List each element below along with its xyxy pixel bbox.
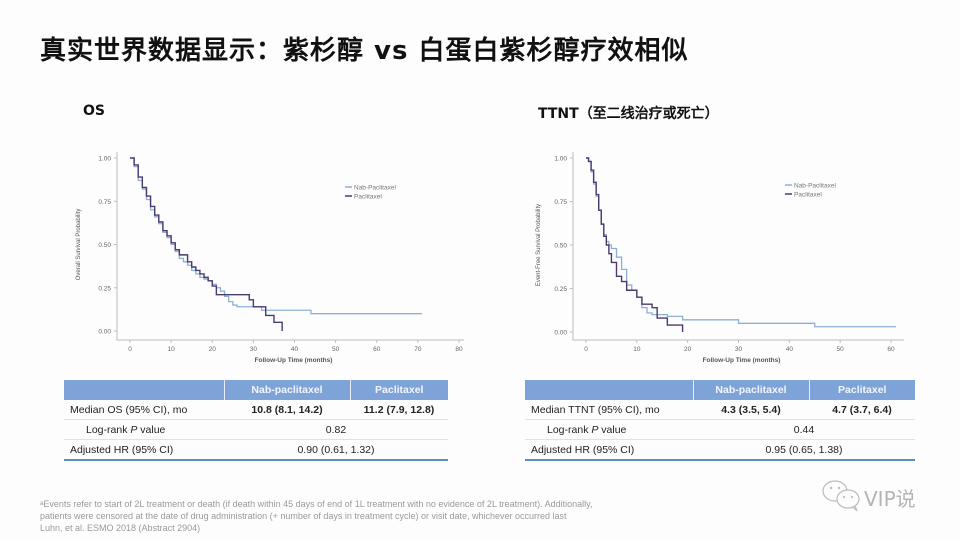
svg-text:Follow-Up Time (months): Follow-Up Time (months) [255, 357, 333, 364]
svg-text:20: 20 [684, 346, 692, 353]
table-row: Log-rank P value 0.82 [64, 419, 448, 440]
table-header-nab: Nab-paclitaxel [693, 380, 810, 400]
svg-text:0.00: 0.00 [98, 329, 111, 336]
svg-text:20: 20 [209, 346, 217, 353]
row-label: Adjusted HR (95% CI) [525, 439, 693, 461]
svg-text:50: 50 [332, 346, 340, 353]
table-header-pac: Paclitaxel [809, 380, 915, 400]
table-header-nab: Nab-paclitaxel [224, 380, 351, 400]
nab-value: 10.8 (8.1, 14.2) [224, 400, 350, 420]
svg-text:70: 70 [414, 346, 422, 353]
svg-text:0.25: 0.25 [98, 285, 111, 292]
svg-text:60: 60 [887, 346, 895, 353]
svg-text:1.00: 1.00 [98, 156, 111, 163]
watermark-text: VIP说 [864, 487, 916, 511]
os-stats-table: Nab-paclitaxel Paclitaxel Median OS (95%… [64, 380, 448, 461]
svg-text:0.50: 0.50 [554, 243, 567, 250]
ttnt-stats-table: Nab-paclitaxel Paclitaxel Median TTNT (9… [525, 380, 915, 461]
table-header-blank [64, 380, 225, 400]
row-label: Median TTNT (95% CI), mo [525, 400, 693, 420]
watermark: VIP说 [820, 478, 916, 517]
footnote-line: ᵃEvents refer to start of 2L treatment o… [40, 499, 593, 509]
pac-value: 4.7 (3.7, 6.4) [809, 400, 915, 420]
table-header-blank [525, 380, 694, 400]
svg-text:0: 0 [128, 346, 132, 353]
row-label: Adjusted HR (95% CI) [64, 439, 224, 461]
slide-title: 真实世界数据显示：紫杉醇 vs 白蛋白紫杉醇疗效相似 [40, 36, 689, 66]
table-row: Median TTNT (95% CI), mo 4.3 (3.5, 5.4) … [525, 400, 915, 420]
merged-value: 0.90 (0.61, 1.32) [224, 439, 448, 461]
merged-value: 0.44 [693, 419, 915, 440]
os-km-chart: 0.00 0.25 0.50 0.75 1.00 0 10 20 30 40 50 60 70 80 Fol… [70, 140, 470, 370]
table-header-row: Nab-paclitaxel Paclitaxel [525, 380, 915, 400]
table-row: Adjusted HR (95% CI) 0.90 (0.61, 1.32) [64, 439, 448, 461]
row-label: Log-rank P value [525, 419, 693, 440]
row-label: Median OS (95% CI), mo [64, 400, 224, 420]
svg-text:Follow-Up Time (months): Follow-Up Time (months) [703, 357, 781, 364]
svg-text:30: 30 [735, 346, 743, 353]
svg-text:10: 10 [168, 346, 176, 353]
svg-text:10: 10 [633, 346, 641, 353]
pac-value: 11.2 (7.9, 12.8) [350, 400, 448, 420]
table-row: Adjusted HR (95% CI) 0.95 (0.65, 1.38) [525, 439, 915, 461]
nab-value: 4.3 (3.5, 5.4) [693, 400, 809, 420]
svg-text:0: 0 [584, 346, 588, 353]
ttnt-km-chart: 0.00 0.25 0.50 0.75 1.00 0 10 20 30 40 50 60 Follow-… [530, 140, 910, 370]
merged-value: 0.95 (0.65, 1.38) [693, 439, 915, 461]
svg-text:0.25: 0.25 [554, 286, 567, 293]
svg-text:0.00: 0.00 [554, 330, 567, 337]
merged-value: 0.82 [224, 419, 448, 440]
svg-text:80: 80 [455, 346, 463, 353]
svg-text:60: 60 [373, 346, 381, 353]
svg-text:40: 40 [786, 346, 794, 353]
table-row: Median OS (95% CI), mo 10.8 (8.1, 14.2) … [64, 400, 448, 420]
footnote: ᵃEvents refer to start of 2L treatment o… [40, 498, 740, 534]
svg-text:50: 50 [837, 346, 845, 353]
svg-text:Nab-Paclitaxel: Nab-Paclitaxel [794, 182, 836, 189]
svg-text:0.75: 0.75 [98, 199, 111, 206]
table-header-row: Nab-paclitaxel Paclitaxel [64, 380, 448, 400]
svg-text:0.50: 0.50 [98, 242, 111, 249]
svg-text:0.75: 0.75 [554, 199, 567, 206]
panel-os-subtitle: OS [83, 103, 105, 119]
svg-text:40: 40 [291, 346, 299, 353]
svg-text:Overall Survival Probability: Overall Survival Probability [76, 209, 82, 281]
row-label: Log-rank P value [64, 419, 224, 440]
footnote-line: patients were censored at the date of dr… [40, 511, 567, 521]
svg-text:Paclitaxel: Paclitaxel [794, 191, 822, 198]
svg-text:Paclitaxel: Paclitaxel [354, 193, 382, 200]
svg-text:1.00: 1.00 [554, 156, 567, 163]
svg-text:Event-Free Survival Probabilit: Event-Free Survival Probability [536, 204, 542, 286]
wechat-icon [820, 478, 864, 517]
svg-text:Nab-Paclitaxel: Nab-Paclitaxel [354, 184, 396, 191]
svg-text:30: 30 [250, 346, 258, 353]
table-header-pac: Paclitaxel [350, 380, 448, 400]
panel-ttnt-subtitle: TTNT（至二线治疗或死亡） [538, 106, 719, 122]
table-row: Log-rank P value 0.44 [525, 419, 915, 440]
footnote-line: Luhn, et al. ESMO 2018 (Abstract 2904) [40, 523, 201, 533]
